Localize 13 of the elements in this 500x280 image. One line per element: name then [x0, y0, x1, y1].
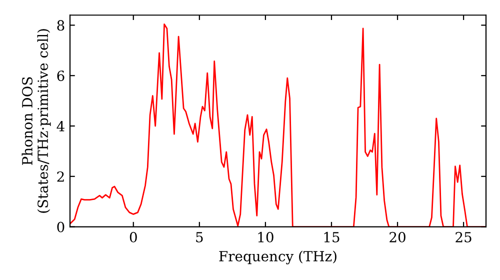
x-tick-label: 5 [196, 232, 203, 242]
y-tick-label: 6 [57, 70, 64, 82]
x-tick-label: 10 [258, 232, 274, 242]
x-tick-label: 20 [390, 232, 406, 242]
y-tick-label: 8 [57, 20, 64, 31]
x-tick-label: 0 [130, 232, 137, 242]
x-tick-label: 25 [456, 232, 472, 242]
x-axis-title: Frequency (THz) [219, 250, 336, 264]
y-axis-title: Phonon DOS (States/THz·primitive cell) [22, 29, 51, 213]
y-tick-label: 0 [57, 222, 64, 232]
y-tick-label: 4 [56, 120, 64, 132]
x-tick-label: 15 [324, 232, 340, 242]
y-tick-label: 2 [57, 171, 64, 182]
